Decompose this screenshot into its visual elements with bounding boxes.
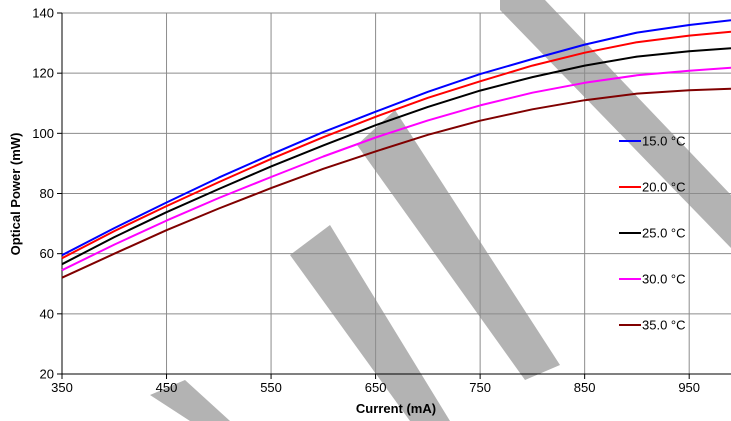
- legend-label-2: 20.0 °C: [642, 180, 686, 195]
- series-line-4: [61, 66, 731, 272]
- y-tick-label: 20: [40, 367, 54, 382]
- legend-label-4: 30.0 °C: [642, 272, 686, 287]
- legend-label-3: 25.0 °C: [642, 226, 686, 241]
- x-tick-label: 950: [678, 380, 700, 395]
- x-tick-label: 850: [574, 380, 596, 395]
- x-tick-label: 650: [365, 380, 387, 395]
- x-tick-label: 750: [469, 380, 491, 395]
- sample-watermark: [150, 0, 731, 421]
- x-axis-title: Current (mA): [356, 401, 436, 416]
- grid-lines: [61, 12, 731, 375]
- y-axis-title: Optical Power (mW): [8, 133, 23, 256]
- watermark-stroke-2: [357, 110, 560, 380]
- x-tick-label: 350: [51, 380, 73, 395]
- watermark-stroke-3: [290, 225, 450, 421]
- y-tick-label: 60: [40, 246, 54, 261]
- series-line-2: [61, 30, 731, 260]
- y-tick-label: 40: [40, 306, 54, 321]
- axes: 20 40 60 80 100 120 140 350 450 550 650 750 850 950: [32, 6, 731, 395]
- series-line-3: [61, 47, 731, 266]
- x-tick-label: 450: [156, 380, 178, 395]
- legend: 15.0 °C 20.0 °C 25.0 °C 30.0 °C 35.0 °C: [619, 134, 686, 333]
- y-tick-label: 120: [32, 66, 54, 81]
- legend-label-1: 15.0 °C: [642, 134, 686, 149]
- series-line-1: [61, 19, 731, 257]
- watermark-stroke-4: [150, 380, 230, 421]
- watermark-stroke-1: [500, 0, 731, 248]
- series-layer: [61, 19, 731, 279]
- legend-label-5: 35.0 °C: [642, 318, 686, 333]
- series-line-5: [61, 87, 731, 279]
- x-tick-label: 550: [260, 380, 282, 395]
- y-tick-label: 100: [32, 126, 54, 141]
- y-tick-label: 80: [40, 186, 54, 201]
- y-tick-label: 140: [32, 6, 54, 21]
